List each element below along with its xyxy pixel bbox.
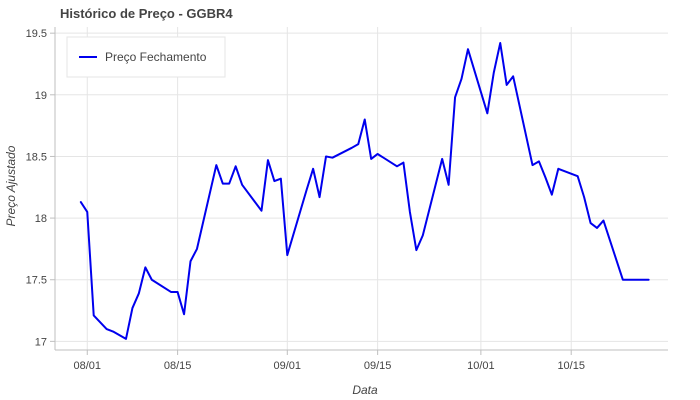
y-tick-label: 18 <box>35 213 47 225</box>
series-line <box>79 42 650 340</box>
chart-title: Histórico de Preço - GGBR4 <box>60 6 233 21</box>
x-tick-label: 10/15 <box>557 360 585 372</box>
axes: 08/01 08/15 09/01 09/15 10/01 10/15 17 17.5 18 18… <box>26 27 668 372</box>
y-tick-label: 19 <box>35 90 47 102</box>
y-axis-label: Preço Ajustado <box>4 145 18 226</box>
legend: Preço Fechamento <box>66 36 226 78</box>
x-tick-label: 08/01 <box>73 360 101 372</box>
y-tick-label: 18.5 <box>26 151 47 163</box>
y-tick-label: 19.5 <box>26 28 47 40</box>
legend-entry: Preço Fechamento <box>105 50 207 64</box>
x-tick-label: 10/01 <box>467 360 495 372</box>
x-tick-label: 08/15 <box>164 360 192 372</box>
y-tick-label: 17.5 <box>26 275 47 287</box>
x-axis-label: Data <box>352 383 378 397</box>
series-layer <box>79 42 650 340</box>
grid <box>55 27 668 350</box>
y-tick-label: 17 <box>35 336 47 348</box>
x-tick-label: 09/01 <box>274 360 302 372</box>
x-tick-label: 09/15 <box>364 360 392 372</box>
